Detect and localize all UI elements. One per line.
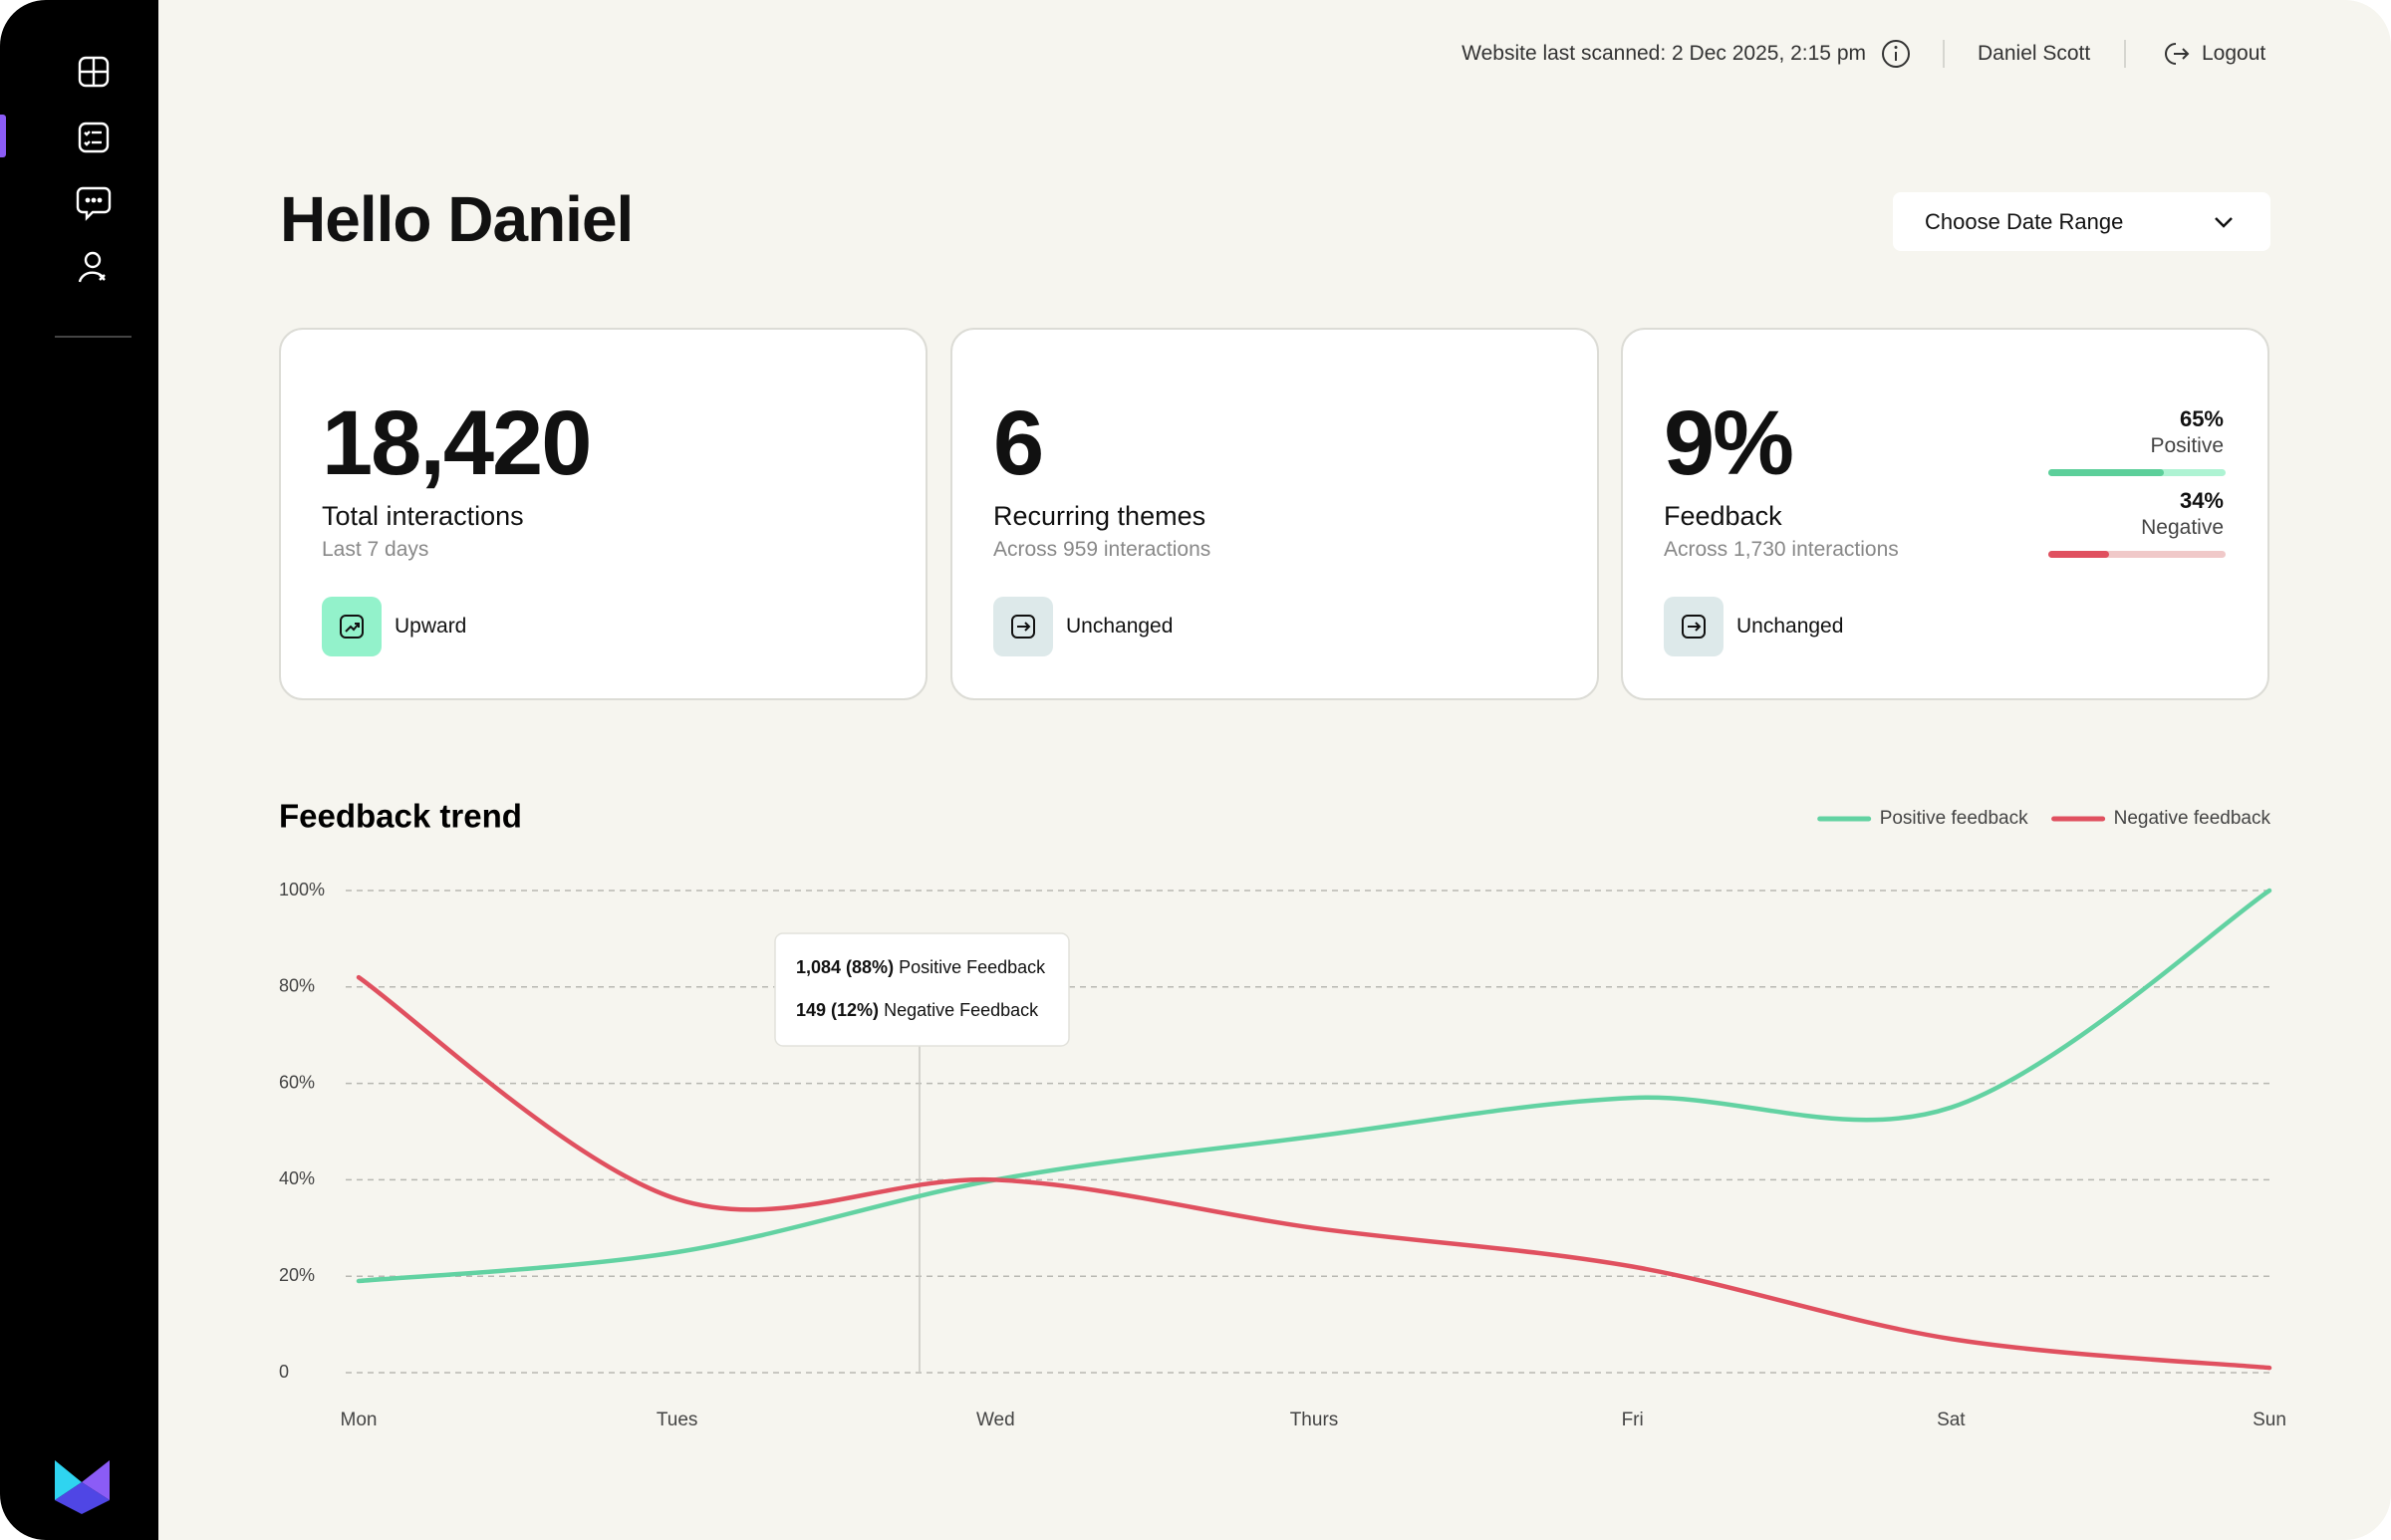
header-divider — [1943, 40, 1945, 68]
tooltip-row: 149 (12%) Negative Feedback — [796, 1000, 1039, 1020]
logout[interactable]: Logout — [2202, 42, 2266, 65]
trend-icon — [322, 597, 382, 656]
stat-label: Total interactions — [322, 501, 524, 531]
y-tick-label: 20% — [279, 1265, 315, 1285]
tooltip-value: 1,084 (88%) — [796, 957, 894, 977]
line — [356, 974, 2272, 1371]
legend-label: Positive feedback — [1880, 808, 2028, 829]
user-icon[interactable] — [78, 251, 106, 283]
y-tick-label: 0 — [279, 1362, 289, 1382]
stat-sub: Across 959 interactions — [993, 538, 1211, 561]
info-icon[interactable] — [1880, 38, 1912, 70]
header-divider — [2124, 40, 2126, 68]
feedback-chart: Feedback trend 0 20% 40% 60% 80% 100% Mon Tues W… — [279, 798, 2286, 1430]
stat-sub: Across 1,730 interactions — [1664, 538, 1899, 561]
tooltip-label: Negative Feedback — [884, 1000, 1039, 1020]
chart-title: Feedback trend — [279, 798, 522, 835]
y-tick-label: 100% — [279, 880, 325, 899]
logout-icon[interactable] — [2162, 40, 2192, 68]
y-tick-label: 60% — [279, 1072, 315, 1092]
breakdown-track — [2048, 551, 2226, 558]
y-tick-label: 40% — [279, 1168, 315, 1188]
scan-status: Website last scanned: 2 Dec 2025, 2:15 p… — [1461, 42, 1866, 65]
stat-value: 9% — [1664, 392, 1794, 494]
tooltip-row: 1,084 (88%) Positive Feedback — [796, 957, 1046, 977]
date-range-dropdown[interactable]: Choose Date Range — [1893, 192, 2270, 251]
breakdown-label: Negative — [2141, 516, 2224, 539]
breakdown-value: 65% — [2179, 406, 2224, 431]
breakdown-label: Positive — [2150, 434, 2224, 457]
x-tick-label: Thurs — [1290, 1410, 1339, 1430]
stat-value: 6 — [993, 392, 1044, 494]
tasks-icon[interactable] — [78, 122, 110, 153]
stat-label: Feedback — [1664, 501, 1782, 531]
tooltip-value: 149 (12%) — [796, 1000, 879, 1020]
messages-icon[interactable] — [76, 186, 112, 221]
legend-label: Negative feedback — [2114, 808, 2271, 829]
trend-label: Unchanged — [1066, 615, 1174, 638]
tooltip: 1,084 (88%) Positive Feedback 149 (12%) N… — [774, 932, 1070, 1047]
tooltip-label: Positive Feedback — [899, 957, 1046, 977]
trend-label: Upward — [395, 615, 467, 638]
sidebar — [0, 0, 158, 1540]
stat-card: 6 Recurring themes Across 959 interactio… — [950, 328, 1599, 700]
greeting: Hello Daniel — [280, 183, 634, 255]
x-tick-label: Sun — [2253, 1410, 2286, 1430]
x-tick-label: Fri — [1622, 1410, 1644, 1430]
stat-label: Recurring themes — [993, 501, 1206, 531]
breakdown-bar — [2048, 551, 2109, 558]
y-tick-label: 80% — [279, 976, 315, 996]
sidebar-icons — [55, 56, 132, 1514]
stat-sub: Last 7 days — [322, 538, 429, 561]
stat-card: 9% Feedback Across 1,730 interactions Un… — [1621, 328, 2269, 700]
breakdown-value: 34% — [2179, 488, 2224, 513]
breakdown-bar — [2048, 469, 2164, 476]
trend-icon — [1664, 597, 1724, 656]
stat-card: 18,420 Total interactions Last 7 days Up… — [279, 328, 928, 700]
dashboard-icon[interactable] — [78, 56, 110, 88]
active-indicator — [0, 115, 6, 157]
breakdown-track — [2048, 469, 2226, 476]
user-name[interactable]: Daniel Scott — [1978, 42, 2091, 65]
trend-icon — [993, 597, 1053, 656]
x-tick-label: Sat — [1937, 1410, 1966, 1430]
chevron — [2215, 217, 2233, 228]
logo — [55, 1460, 110, 1514]
dropdown-label: Choose Date Range — [1925, 209, 2124, 234]
trend-label: Unchanged — [1736, 615, 1844, 638]
tooltip-box — [774, 932, 1070, 1047]
stat-value: 18,420 — [322, 392, 592, 494]
x-tick-label: Mon — [341, 1410, 378, 1430]
x-tick-label: Wed — [976, 1410, 1015, 1430]
line — [356, 888, 2272, 1284]
x-tick-label: Tues — [657, 1410, 698, 1430]
